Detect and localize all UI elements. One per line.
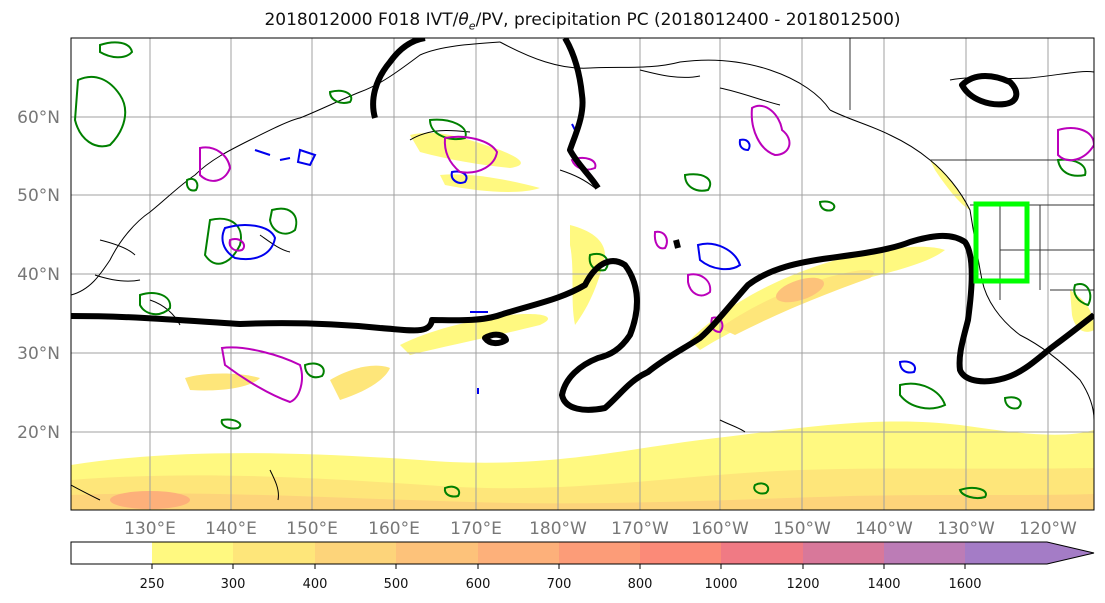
colorbar-bin bbox=[640, 542, 721, 564]
map-frame bbox=[70, 37, 1095, 511]
map-title: 2018012000 F018 IVT/θe/PV, precipitation… bbox=[0, 10, 1105, 32]
lat-label: 40°N bbox=[17, 265, 60, 285]
colorbar-tick: 400 bbox=[303, 577, 328, 592]
colorbar-tick: 1200 bbox=[786, 577, 819, 592]
colorbar-bin bbox=[71, 542, 152, 564]
ivt-contour bbox=[71, 38, 1094, 413]
lon-labels: 130°E 140°E 150°E 160°E 170°E 180°W 170°… bbox=[124, 519, 1077, 539]
lat-label: 60°N bbox=[17, 108, 60, 128]
lon-label: 150°E bbox=[286, 519, 338, 539]
colorbar-bin bbox=[559, 542, 640, 564]
colorbar-bin bbox=[721, 542, 803, 564]
lat-label: 20°N bbox=[17, 423, 60, 443]
colorbar-tick: 1000 bbox=[704, 577, 737, 592]
colorbar-bin bbox=[478, 542, 559, 564]
lon-label: 170°E bbox=[450, 519, 502, 539]
lon-label: 160°W bbox=[691, 519, 749, 539]
colorbar-bin bbox=[884, 542, 965, 564]
title-theta: θ bbox=[458, 10, 469, 30]
lon-label: 140°W bbox=[855, 519, 913, 539]
lon-label: 150°W bbox=[773, 519, 831, 539]
colorbar-tick: 1400 bbox=[867, 577, 900, 592]
colorbar: 250 300 400 500 600 700 800 1000 1200 14… bbox=[70, 541, 1095, 592]
pv-blue-contours bbox=[221, 123, 916, 394]
theta-e-contours bbox=[73, 41, 1092, 500]
title-prefix: 2018012000 F018 IVT/ bbox=[264, 10, 459, 30]
lat-labels: 60°N 50°N 40°N 30°N 20°N bbox=[17, 108, 60, 443]
colorbar-bin bbox=[152, 542, 233, 564]
colorbar-tick: 300 bbox=[221, 577, 246, 592]
lon-label: 130°E bbox=[124, 519, 176, 539]
lon-label: 180°W bbox=[529, 519, 587, 539]
target-region-box bbox=[973, 201, 1030, 284]
colorbar-bin bbox=[965, 542, 1047, 564]
colorbar-tick: 1600 bbox=[948, 577, 981, 592]
map-area bbox=[71, 38, 1094, 510]
lon-label: 140°E bbox=[205, 519, 257, 539]
colorbar-tick: 500 bbox=[384, 577, 409, 592]
colorbar-bin bbox=[233, 542, 315, 564]
colorbar-tick: 800 bbox=[628, 577, 653, 592]
colorbar-bin bbox=[803, 542, 884, 564]
lat-label: 50°N bbox=[17, 186, 60, 206]
lat-label: 30°N bbox=[17, 344, 60, 364]
lon-label: 120°W bbox=[1019, 519, 1077, 539]
title-suffix: /PV, precipitation PC (2018012400 - 2018… bbox=[475, 10, 901, 30]
colorbar-bin bbox=[396, 542, 478, 564]
lon-label: 130°W bbox=[937, 519, 995, 539]
lon-label: 170°W bbox=[611, 519, 669, 539]
lon-label: 160°E bbox=[368, 519, 420, 539]
colorbar-extend-arrow bbox=[1047, 542, 1094, 564]
colorbar-tick: 600 bbox=[466, 577, 491, 592]
title-theta-sub: e bbox=[468, 19, 476, 33]
colorbar-bin bbox=[315, 542, 396, 564]
colorbar-tick: 250 bbox=[140, 577, 165, 592]
colorbar-tick: 700 bbox=[547, 577, 572, 592]
gridlines bbox=[71, 38, 1094, 510]
